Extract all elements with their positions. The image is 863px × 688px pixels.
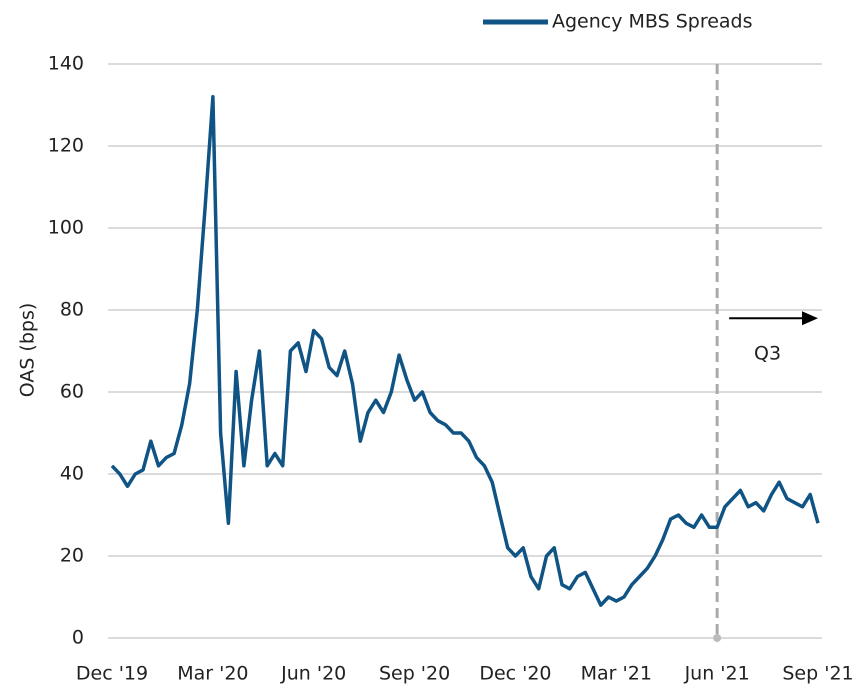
x-tick-label: Jun '20 bbox=[280, 663, 346, 685]
x-tick-label: Dec '19 bbox=[76, 663, 148, 685]
annotation-arrowhead bbox=[802, 311, 818, 326]
y-tick-label: 20 bbox=[60, 545, 84, 567]
x-tick-label: Dec '20 bbox=[479, 663, 551, 685]
x-tick-label: Mar '20 bbox=[177, 663, 248, 685]
legend-label: Agency MBS Spreads bbox=[552, 11, 753, 33]
y-tick-label: 60 bbox=[60, 381, 84, 403]
series-line bbox=[110, 95, 820, 607]
y-tick-label: 100 bbox=[48, 217, 84, 239]
y-tick-label: 80 bbox=[60, 299, 84, 321]
x-tick-label: Sep '21 bbox=[782, 663, 853, 685]
y-tick-label: 0 bbox=[72, 627, 84, 649]
annotation: Q3 bbox=[754, 343, 781, 365]
reference-dot bbox=[713, 634, 722, 642]
y-tick-label: 120 bbox=[48, 135, 84, 157]
y-axis-label: OAS (bps) bbox=[17, 303, 39, 398]
x-tick-label: Sep '20 bbox=[379, 663, 450, 685]
y-tick-label: 40 bbox=[60, 463, 84, 485]
y-tick-label: 140 bbox=[48, 53, 84, 75]
x-tick-label: Mar '21 bbox=[581, 663, 652, 685]
x-tick-label: Jun '21 bbox=[684, 663, 750, 685]
